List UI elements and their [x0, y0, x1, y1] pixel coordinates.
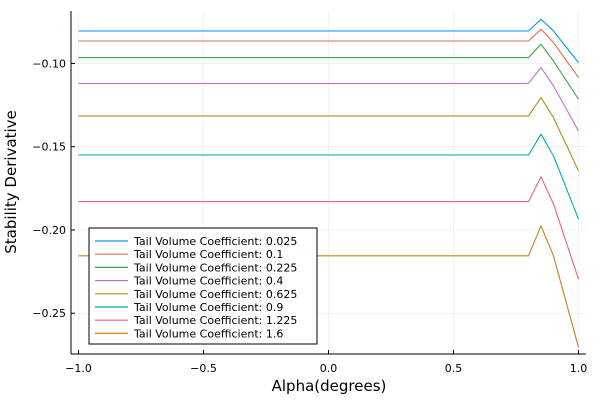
legend-label: Tail Volume Coefficient: 0.9: [133, 301, 283, 314]
x-tick-label: −1.0: [65, 362, 92, 375]
legend-label: Tail Volume Coefficient: 0.4: [133, 275, 283, 288]
series-line: [78, 67, 579, 132]
x-tick-label: 0.5: [445, 362, 463, 375]
legend-label: Tail Volume Coefficient: 0.625: [133, 288, 297, 301]
x-axis-label: Alpha(degrees): [272, 377, 387, 395]
legend-label: Tail Volume Coefficient: 1.225: [133, 314, 297, 327]
y-axis-label: Stability Derivative: [2, 110, 20, 253]
series-line: [78, 133, 580, 220]
y-tick-label: −0.20: [32, 224, 66, 237]
series-line: [78, 176, 580, 280]
legend-box: [88, 227, 318, 345]
legend-label: Tail Volume Coefficient: 0.1: [133, 248, 283, 261]
series-line: [78, 18, 579, 63]
x-tick-label: −0.5: [190, 362, 217, 375]
series-line: [78, 225, 580, 348]
legend-label: Tail Volume Coefficient: 0.225: [133, 261, 297, 274]
ticks: −1.0 −0.5 0.0 0.5 1.0 −0.25 −0.20 −0.15 −0.10: [32, 57, 587, 375]
y-tick-label: −0.15: [32, 141, 66, 154]
series: [78, 18, 580, 348]
y-tick-label: −0.10: [32, 57, 66, 70]
x-tick-label: 1.0: [570, 362, 588, 375]
series-line: [78, 28, 579, 78]
y-tick-label: −0.25: [32, 307, 66, 320]
x-tick-label: 0.0: [320, 362, 338, 375]
series-line: [78, 43, 579, 100]
series-line: [78, 97, 579, 172]
legend-label: Tail Volume Coefficient: 1.6: [133, 327, 283, 340]
legend-label: Tail Volume Coefficient: 0.025: [133, 235, 297, 248]
